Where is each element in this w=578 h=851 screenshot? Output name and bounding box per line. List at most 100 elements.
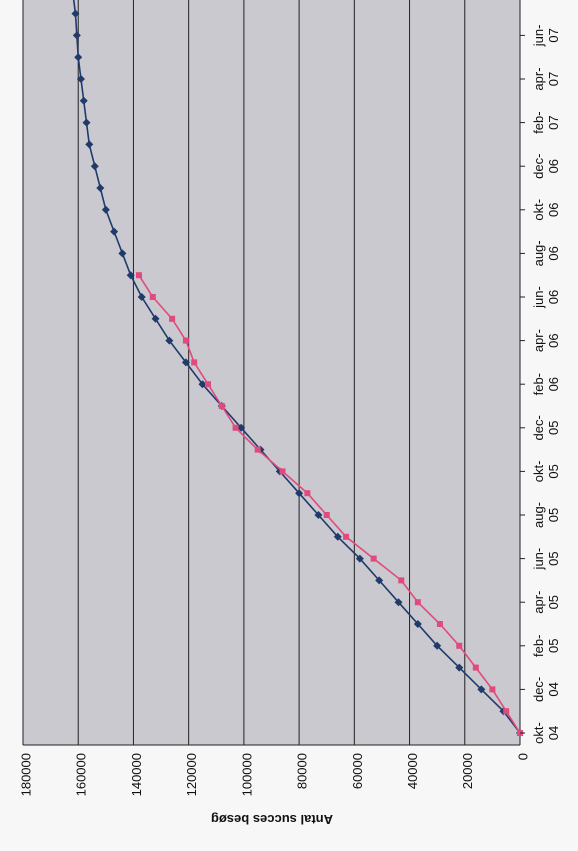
series-1-point <box>375 576 384 585</box>
series-1-point <box>76 75 85 83</box>
time-tick-label-year: 07 <box>546 115 561 129</box>
series-1-point <box>79 96 88 105</box>
value-tick-label: 20000 <box>460 753 475 789</box>
series-1-point <box>72 31 81 40</box>
series-1-point <box>151 314 160 323</box>
series-1-point <box>181 358 190 367</box>
series-1-point <box>314 511 323 519</box>
time-tick-label-year: 05 <box>546 464 561 478</box>
value-tick-label: 80000 <box>295 753 310 789</box>
time-tick-label-year: 05 <box>546 595 561 609</box>
value-tick-label: 160000 <box>74 753 89 796</box>
series-1-point <box>355 554 364 563</box>
series-2-point <box>218 403 225 409</box>
series-layer <box>71 0 524 737</box>
time-tick-label-year: 05 <box>546 551 561 565</box>
series-1-point <box>74 53 83 62</box>
series-1-point <box>71 9 80 18</box>
time-tick-label-year: 06 <box>546 377 561 391</box>
series-2-point <box>169 315 176 322</box>
series-1-point <box>96 184 105 192</box>
time-tick-label-year: 05 <box>546 639 561 653</box>
value-tick-label: 100000 <box>239 753 254 796</box>
series-1-point <box>477 685 486 694</box>
series-1-point <box>165 336 174 345</box>
gridlines <box>22 0 521 746</box>
time-tick-label-year: 06 <box>546 333 561 347</box>
series-2-point <box>398 577 405 584</box>
series-1-point <box>101 205 110 214</box>
series-1-point <box>455 663 464 672</box>
series-2-point <box>182 337 189 344</box>
value-tick-label: 40000 <box>405 753 420 789</box>
time-tick-label-month: dec- <box>531 415 546 440</box>
time-tick-label-month: jun- <box>531 286 546 309</box>
series-2-point <box>304 490 311 497</box>
series-1-point <box>137 293 146 301</box>
series-2-point <box>343 533 350 540</box>
series-2-point <box>135 272 142 279</box>
series-2-point <box>323 512 330 518</box>
time-tick-label-month: okt- <box>531 722 546 744</box>
plot-area <box>23 0 520 745</box>
value-tick-label: 60000 <box>350 753 365 789</box>
series-2-point <box>472 664 479 671</box>
series-1-point <box>237 423 246 432</box>
series-2-point <box>436 621 443 627</box>
value-tick-label: 140000 <box>129 753 144 796</box>
time-tick-label-year: 06 <box>546 203 561 217</box>
series-1-point <box>295 489 304 498</box>
time-tick-label-year: 07 <box>546 72 561 86</box>
series-2-point <box>503 708 510 715</box>
series-1-point <box>126 271 135 280</box>
time-tick-label-month: feb- <box>531 373 546 395</box>
series-1-point <box>110 227 119 236</box>
time-tick-label-month: feb- <box>531 111 546 133</box>
time-tick-label-year: 04 <box>546 726 561 740</box>
series-1-point <box>413 620 422 628</box>
time-tick-label-year: 05 <box>546 421 561 435</box>
series-2-point <box>279 468 286 475</box>
series-1-point <box>82 118 91 127</box>
time-tick-label-year: 06 <box>546 246 561 260</box>
time-tick-label-month: okt- <box>531 461 546 483</box>
series-1-point <box>394 598 403 607</box>
time-tick-label-month: jun- <box>531 548 546 571</box>
series-2-point <box>204 381 211 388</box>
time-tick-label-year: 07 <box>546 28 561 42</box>
series-1-point <box>85 140 94 149</box>
series-1-point <box>198 380 207 389</box>
time-tick-label-month: feb- <box>531 635 546 657</box>
time-tick-label-month: jun- <box>531 25 546 48</box>
time-tick-label-year: 06 <box>546 159 561 173</box>
time-tick-label-month: dec- <box>531 677 546 702</box>
series-1-point <box>90 162 99 171</box>
time-tick-label-year: 04 <box>546 682 561 696</box>
value-tick-label: 180000 <box>18 753 33 796</box>
time-tick-label-month: okt- <box>531 199 546 221</box>
value-tick-label: 0 <box>515 753 530 760</box>
time-tick-label-month: apr- <box>531 329 546 352</box>
time-tick-label-month: aug- <box>531 240 546 266</box>
time-tick-label-month: apr- <box>531 67 546 90</box>
series-2-point <box>254 446 261 453</box>
time-tick-label-month: apr- <box>531 591 546 614</box>
series-2-line <box>138 274 521 734</box>
time-tick-label-year: 05 <box>546 508 561 522</box>
time-tick-label-year: 06 <box>546 290 561 304</box>
series-2-point <box>370 555 377 562</box>
time-tick-label-month: aug- <box>531 502 546 528</box>
series-2-point <box>456 642 463 649</box>
value-axis-ticks: 0 20000 40000 60000 80000 100000 120000 140000 1… <box>18 753 530 796</box>
series-1-point <box>433 641 442 650</box>
series-1-point <box>118 249 127 258</box>
series-2-point <box>489 686 496 693</box>
series-1-point <box>333 532 342 541</box>
value-tick-label: 120000 <box>184 753 199 796</box>
value-axis-title: Antal succes besøg <box>211 812 333 827</box>
time-tick-label-month: dec- <box>531 154 546 179</box>
series-2-point <box>232 424 239 431</box>
series-2-point <box>149 294 156 300</box>
